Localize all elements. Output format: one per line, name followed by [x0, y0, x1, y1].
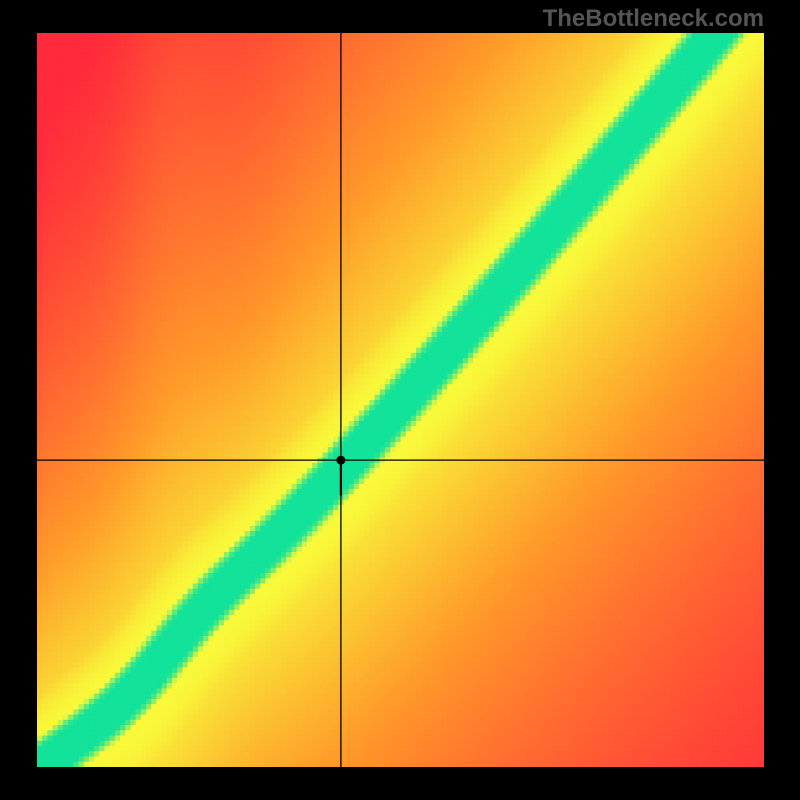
bottleneck-heatmap [37, 33, 764, 767]
watermark-label: TheBottleneck.com [543, 5, 764, 33]
chart-container: TheBottleneck.com [0, 0, 800, 800]
